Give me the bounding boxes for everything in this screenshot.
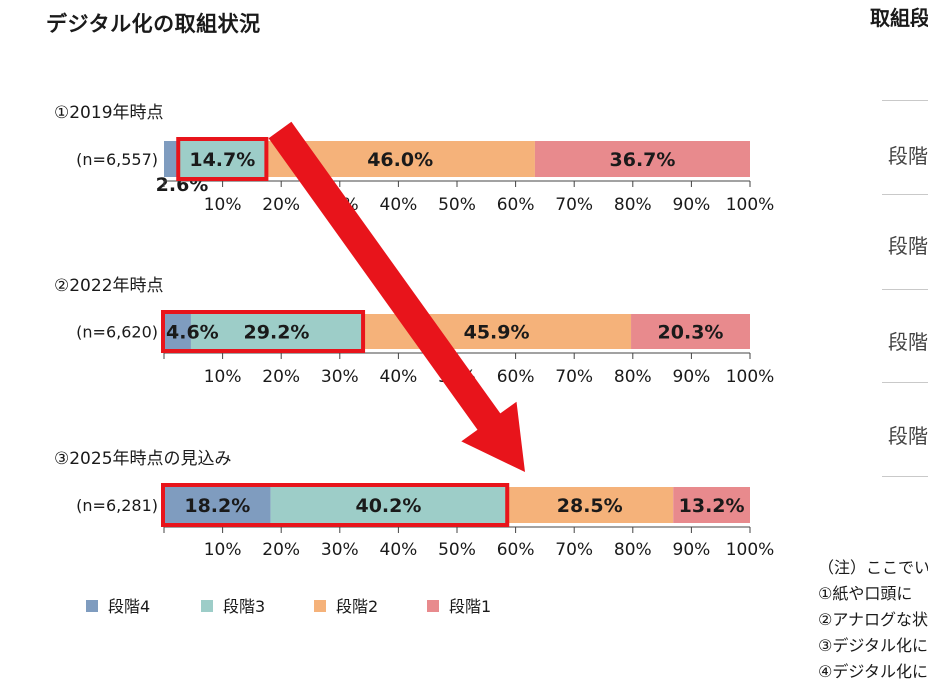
note-line: ③デジタル化に [818, 636, 928, 655]
bar-segment-段階1 [673, 487, 750, 523]
table-rule [882, 289, 928, 290]
data-label: 46.0% [367, 149, 433, 171]
data-label: 36.7% [610, 149, 676, 171]
stage-label: 段階1 [888, 424, 928, 448]
chart-title: デジタル化の取組状況 [46, 12, 261, 36]
table-rule [882, 382, 928, 383]
legend-swatch-段階4 [86, 600, 98, 612]
x-tick-label: 60% [497, 540, 535, 560]
legend-label: 段階1 [449, 597, 491, 616]
x-tick-label: 10% [204, 540, 242, 560]
panel-heading: ②2022年時点 [54, 276, 164, 296]
x-tick-label: 90% [673, 367, 711, 387]
bar-segment-段階1 [631, 314, 750, 349]
bar-segment-段階4 [164, 487, 271, 523]
n-label: (n=6,281) [76, 496, 158, 515]
bar-segment-段階3 [179, 141, 266, 177]
data-label: 13.2% [679, 495, 745, 517]
legend-swatch-段階3 [201, 600, 213, 612]
n-label: (n=6,557) [76, 150, 158, 169]
x-tick-label: 90% [673, 540, 711, 560]
table-rule [882, 194, 928, 195]
x-tick-label: 20% [262, 367, 300, 387]
legend-label: 段階3 [223, 597, 265, 616]
x-tick-label: 70% [555, 540, 593, 560]
x-tick-label: 70% [555, 195, 593, 215]
x-tick-label: 90% [673, 195, 711, 215]
stage-label: 段階2 [888, 330, 928, 354]
x-tick-label: 40% [380, 367, 418, 387]
bar-segment-段階2 [506, 487, 674, 523]
x-tick-label: 100% [726, 540, 775, 560]
data-label: 28.5% [557, 495, 623, 517]
x-tick-label: 30% [321, 367, 359, 387]
panel-heading: ①2019年時点 [54, 103, 164, 123]
x-tick-label: 80% [614, 195, 652, 215]
x-tick-label: 70% [555, 367, 593, 387]
data-label: 45.9% [464, 322, 530, 344]
data-label: 20.3% [658, 322, 724, 344]
bar-segment-段階4 [164, 141, 180, 177]
x-tick-label: 60% [497, 367, 535, 387]
stage-label: 段階4 [888, 144, 928, 168]
panel-heading: ③2025年時点の見込み [54, 449, 232, 469]
data-label: 18.2% [184, 495, 250, 517]
bar-segment-段階3 [190, 314, 363, 349]
note-line: ④デジタル化に [818, 662, 928, 681]
x-tick-label: 20% [262, 195, 300, 215]
right-panel-title: 取組段 [870, 6, 928, 30]
legend-label: 段階2 [336, 597, 378, 616]
bar-segment-段階1 [534, 141, 750, 177]
trend-arrow-icon [268, 121, 525, 473]
legend-swatch-段階1 [427, 600, 439, 612]
data-label: 4.6% [166, 322, 219, 344]
x-tick-label: 50% [438, 195, 476, 215]
x-tick-label: 40% [380, 195, 418, 215]
note-line: ①紙や口頭に [818, 584, 913, 603]
data-label: 14.7% [189, 149, 255, 171]
x-tick-label: 80% [614, 540, 652, 560]
x-tick-label: 20% [262, 540, 300, 560]
x-tick-label: 60% [497, 195, 535, 215]
x-tick-label: 100% [726, 367, 775, 387]
legend-label: 段階4 [108, 597, 150, 616]
highlight-box [161, 310, 366, 353]
x-tick-label: 80% [614, 367, 652, 387]
n-label: (n=6,620) [76, 323, 158, 342]
highlight-box [161, 483, 510, 527]
x-tick-label: 10% [204, 367, 242, 387]
table-rule [882, 100, 928, 101]
x-tick-label: 30% [321, 540, 359, 560]
bar-segment-段階4 [164, 314, 191, 349]
note-line: ②アナログな状 [818, 610, 928, 629]
x-tick-label: 40% [380, 540, 418, 560]
data-label: 29.2% [244, 322, 310, 344]
x-tick-label: 50% [438, 540, 476, 560]
x-tick-label: 100% [726, 195, 775, 215]
table-rule [882, 476, 928, 477]
data-label: 40.2% [355, 495, 421, 517]
note-line: （注）ここでい [818, 558, 928, 577]
stage-label: 段階3 [888, 234, 928, 258]
legend-swatch-段階2 [314, 600, 326, 612]
highlight-box [176, 137, 269, 181]
x-tick-label: 10% [204, 195, 242, 215]
bar-segment-段階3 [270, 487, 507, 523]
